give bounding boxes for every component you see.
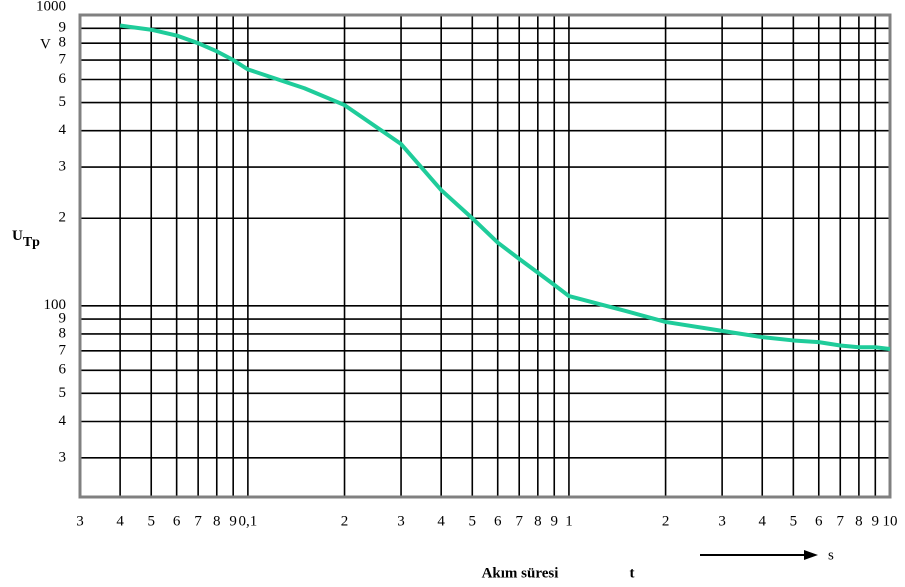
y-tick-label: 1000 [36,0,66,14]
x-tick-label: 5 [790,513,798,529]
y-tick-label: 8 [59,35,67,51]
plot-frame [78,13,892,499]
x-tick-label: 1 [565,513,573,529]
x-tick-label: 2 [662,513,670,529]
y-tick-label: 2 [59,210,67,226]
x-tick-label: 7 [194,513,202,529]
x-tick-label: 7 [837,513,845,529]
y-tick-label: 6 [59,362,67,378]
data-line [119,23,891,352]
x-tick-label: 3 [76,513,84,529]
y-unit: V [40,36,51,52]
x-tick-label: 6 [815,513,823,529]
y-tick-label: 3 [59,158,67,174]
x-unit: s [828,547,834,563]
x-tick-label: 9 [229,513,237,529]
y-tick-label: 9 [59,311,67,327]
y-tick-label: 7 [59,51,67,67]
x-tick-label: 6 [173,513,181,529]
arrow-head [804,550,818,560]
x-tick-label: 10 [883,513,898,529]
x-tick-label: 2 [341,513,349,529]
x-tick-label: 3 [718,513,726,529]
x-tick-label: 5 [469,513,477,529]
x-tick-label: 8 [534,513,542,529]
y-tick-label: 4 [59,413,67,429]
x-tick-label: 6 [494,513,502,529]
x-tick-label: 7 [515,513,523,529]
x-tick-label: 8 [855,513,863,529]
x-tick-label: 8 [213,513,221,529]
x-tick-label: 4 [437,513,445,529]
y-tick-label: 3 [59,449,67,465]
y-tick-label: 6 [59,71,67,87]
x-tick-label: 9 [872,513,880,529]
x-tick-label: 9 [550,513,558,529]
x-axis-symbol: t [630,565,635,581]
y-tick-label: 5 [59,94,67,110]
y-tick-label: 5 [59,385,67,401]
y-tick-label: 8 [59,325,67,341]
y-tick-label: 4 [59,122,67,138]
x-tick-label: 3 [397,513,405,529]
x-tick-label: 4 [116,513,124,529]
x-axis-label: Akım süresi [482,565,559,581]
x-tick-label: 0,1 [239,513,258,529]
y-tick-label: 7 [59,342,67,358]
x-tick-label: 4 [758,513,766,529]
y-axis-label: UTp [12,228,40,250]
y-tick-label: 100 [44,297,67,313]
x-tick-label: 5 [147,513,155,529]
y-tick-label: 9 [59,20,67,36]
